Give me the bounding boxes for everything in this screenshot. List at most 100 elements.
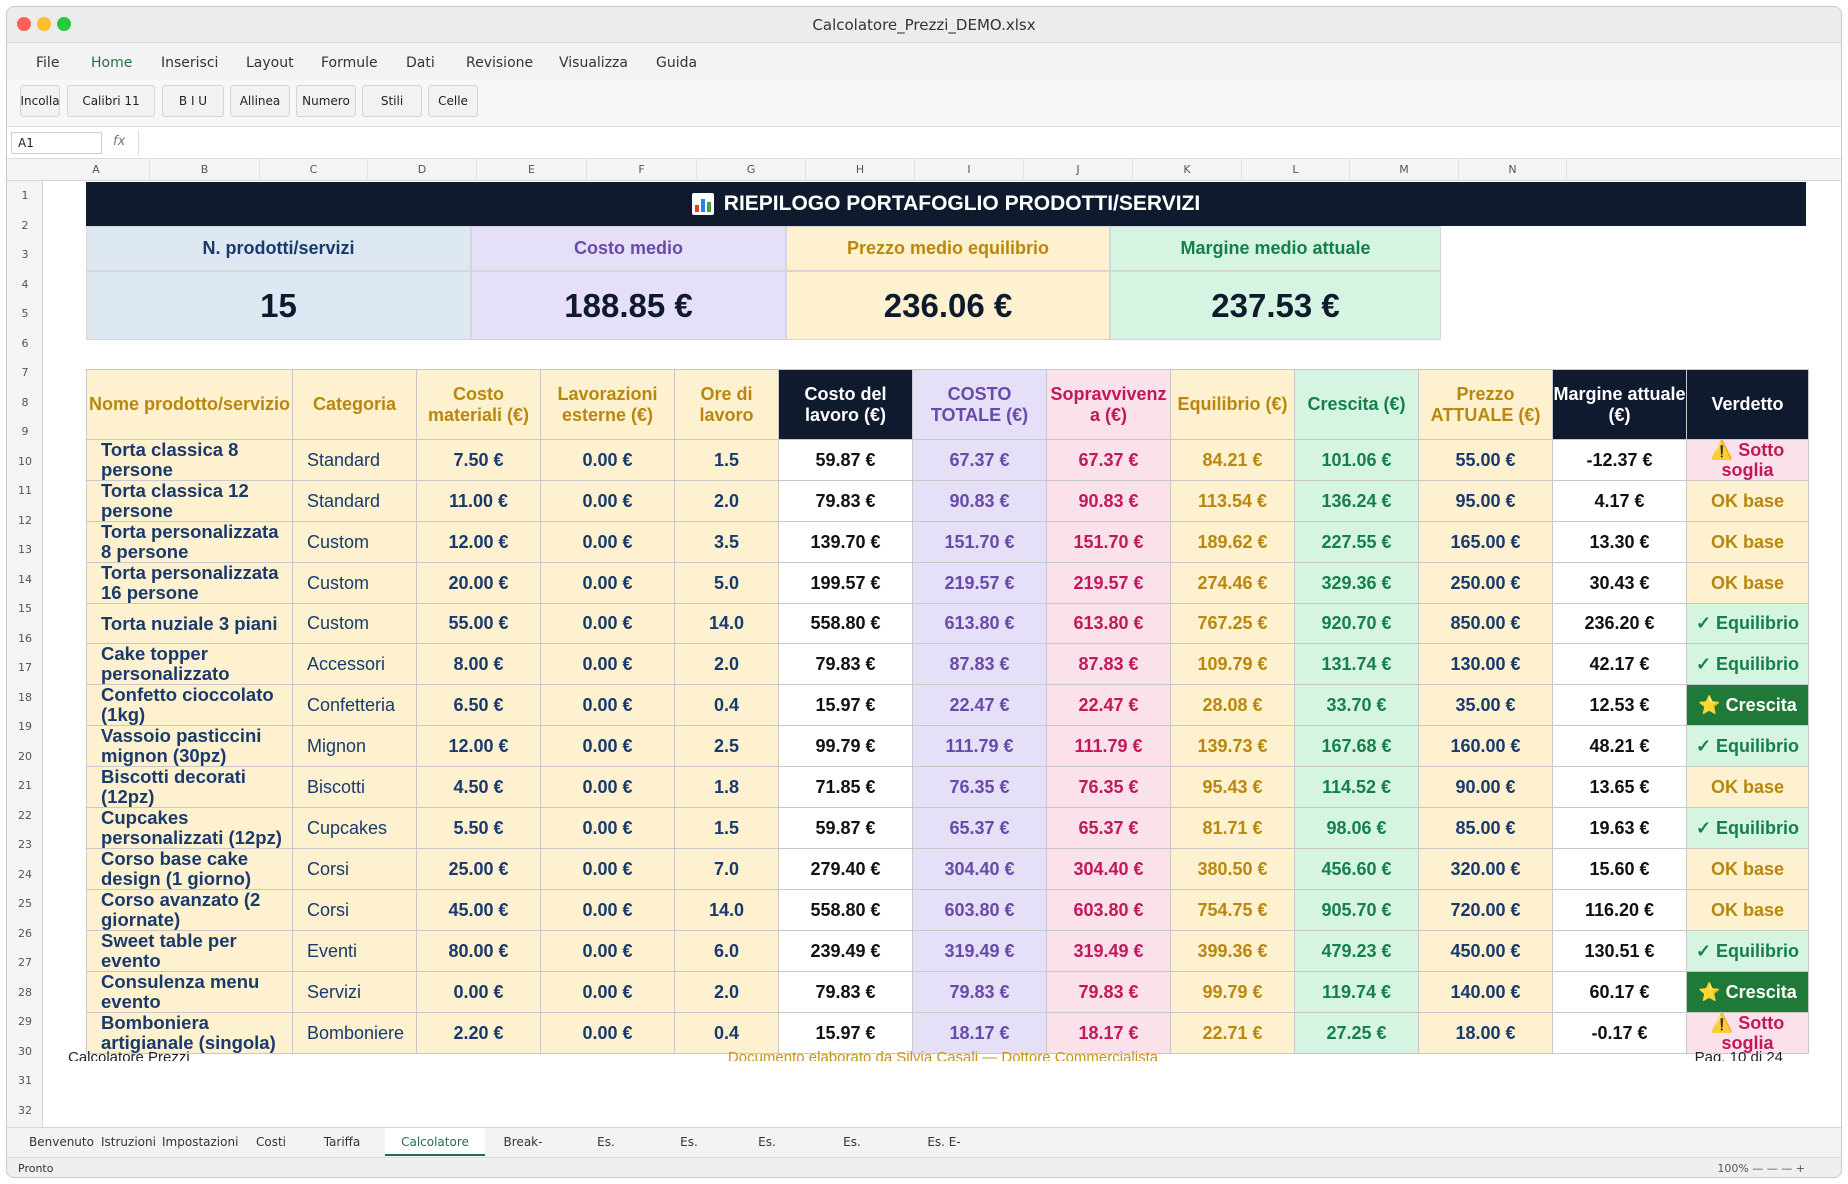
column-header-i[interactable]: I [915, 159, 1024, 181]
total-cost-cell[interactable]: 90.83 € [912, 480, 1047, 522]
current-price-cell[interactable]: 55.00 € [1418, 439, 1553, 481]
column-header-g[interactable]: G [697, 159, 806, 181]
current-price-cell[interactable]: 250.00 € [1418, 562, 1553, 604]
current-price-cell[interactable]: 130.00 € [1418, 643, 1553, 686]
category-cell[interactable]: Standard [292, 439, 417, 481]
font-selector[interactable]: Calibri 11 [67, 85, 155, 117]
product-name-cell[interactable]: Bomboniera artigianale (singola) [86, 1012, 293, 1055]
row-header-30[interactable]: 30 [18, 1044, 32, 1058]
growth-price-cell[interactable]: 119.74 € [1294, 971, 1419, 1014]
row-header-14[interactable]: 14 [18, 572, 32, 586]
ribbon-tab-formule[interactable]: Formule [321, 55, 378, 71]
labor-cost-cell[interactable]: 79.83 € [778, 643, 913, 686]
total-cost-cell[interactable]: 67.37 € [912, 439, 1047, 481]
current-margin-cell[interactable]: 13.65 € [1552, 766, 1687, 809]
category-cell[interactable]: Cupcakes [292, 807, 417, 850]
category-cell[interactable]: Eventi [292, 930, 417, 973]
equilibrium-price-cell[interactable]: 754.75 € [1170, 889, 1295, 932]
growth-price-cell[interactable]: 905.70 € [1294, 889, 1419, 932]
material-cost-cell[interactable]: 8.00 € [416, 643, 541, 686]
total-cost-cell[interactable]: 151.70 € [912, 521, 1047, 563]
category-cell[interactable]: Mignon [292, 725, 417, 768]
row-header-32[interactable]: 32 [18, 1103, 32, 1117]
current-margin-cell[interactable]: 19.63 € [1552, 807, 1687, 850]
equilibrium-price-cell[interactable]: 109.79 € [1170, 643, 1295, 686]
labor-cost-cell[interactable]: 139.70 € [778, 521, 913, 563]
growth-price-cell[interactable]: 167.68 € [1294, 725, 1419, 768]
equilibrium-price-cell[interactable]: 28.08 € [1170, 684, 1295, 727]
product-name-cell[interactable]: Cupcakes personalizzati (12pz) [86, 807, 293, 850]
external-work-cell[interactable]: 0.00 € [540, 602, 675, 645]
material-cost-cell[interactable]: 80.00 € [416, 930, 541, 973]
category-cell[interactable]: Biscotti [292, 766, 417, 809]
category-cell[interactable]: Standard [292, 480, 417, 522]
survival-price-cell[interactable]: 111.79 € [1046, 725, 1171, 768]
labor-cost-cell[interactable]: 15.97 € [778, 684, 913, 727]
product-name-cell[interactable]: Torta classica 8 persone [86, 439, 293, 481]
header-equilibrium-price[interactable]: Equilibrio (€) [1170, 369, 1295, 440]
header-survival-price[interactable]: Sopravvivenza (€) [1046, 369, 1171, 440]
growth-price-cell[interactable]: 920.70 € [1294, 602, 1419, 645]
header-growth-price[interactable]: Crescita (€) [1294, 369, 1419, 440]
work-hours-cell[interactable]: 14.0 [674, 602, 779, 645]
current-price-cell[interactable]: 95.00 € [1418, 480, 1553, 522]
material-cost-cell[interactable]: 7.50 € [416, 439, 541, 481]
product-name-cell[interactable]: Torta classica 12 persone [86, 480, 293, 522]
header-current-price[interactable]: Prezzo ATTUALE (€) [1418, 369, 1553, 440]
growth-price-cell[interactable]: 227.55 € [1294, 521, 1419, 563]
labor-cost-cell[interactable]: 199.57 € [778, 562, 913, 604]
product-name-cell[interactable]: Vassoio pasticcini mignon (30pz) [86, 725, 293, 768]
product-name-cell[interactable]: Biscotti decorati (12pz) [86, 766, 293, 809]
survival-price-cell[interactable]: 603.80 € [1046, 889, 1171, 932]
row-header-24[interactable]: 24 [18, 867, 32, 881]
verdict-cell[interactable]: OK base [1686, 562, 1809, 604]
row-header-26[interactable]: 26 [18, 926, 32, 940]
row-header-3[interactable]: 3 [21, 248, 29, 261]
equilibrium-price-cell[interactable]: 274.46 € [1170, 562, 1295, 604]
equilibrium-price-cell[interactable]: 399.36 € [1170, 930, 1295, 973]
equilibrium-price-cell[interactable]: 22.71 € [1170, 1012, 1295, 1055]
growth-price-cell[interactable]: 27.25 € [1294, 1012, 1419, 1055]
verdict-cell[interactable]: ✓ Equilibrio [1686, 643, 1809, 686]
labor-cost-cell[interactable]: 558.80 € [778, 602, 913, 645]
labor-cost-cell[interactable]: 79.83 € [778, 971, 913, 1014]
survival-price-cell[interactable]: 319.49 € [1046, 930, 1171, 973]
row-header-16[interactable]: 16 [18, 631, 32, 645]
column-header-e[interactable]: E [477, 159, 587, 181]
row-header-12[interactable]: 12 [18, 513, 32, 527]
sheet-tab-es-artigiano[interactable]: Es. Artigiano [740, 1135, 794, 1177]
sheet-tab-impostazioni[interactable]: Impostazioni [162, 1135, 239, 1149]
growth-price-cell[interactable]: 456.60 € [1294, 848, 1419, 891]
ribbon-tab-inserisci[interactable]: Inserisci [161, 55, 219, 71]
verdict-cell[interactable]: ⭐ Crescita [1686, 684, 1809, 727]
row-header-8[interactable]: 8 [21, 395, 29, 409]
header-verdict[interactable]: Verdetto [1686, 369, 1809, 440]
labor-cost-cell[interactable]: 558.80 € [778, 889, 913, 932]
current-price-cell[interactable]: 160.00 € [1418, 725, 1553, 768]
external-work-cell[interactable]: 0.00 € [540, 971, 675, 1014]
current-price-cell[interactable]: 140.00 € [1418, 971, 1553, 1014]
row-header-7[interactable]: 7 [21, 366, 29, 379]
survival-price-cell[interactable]: 151.70 € [1046, 521, 1171, 563]
work-hours-cell[interactable]: 1.8 [674, 766, 779, 809]
material-cost-cell[interactable]: 6.50 € [416, 684, 541, 727]
close-window-button[interactable] [17, 17, 31, 31]
work-hours-cell[interactable]: 1.5 [674, 439, 779, 481]
total-cost-cell[interactable]: 87.83 € [912, 643, 1047, 686]
ribbon-tab-dati[interactable]: Dati [406, 55, 435, 71]
row-header-4[interactable]: 4 [21, 277, 29, 291]
labor-cost-cell[interactable]: 15.97 € [778, 1012, 913, 1055]
row-header-1[interactable]: 1 [21, 189, 29, 202]
row-header-15[interactable]: 15 [18, 602, 32, 615]
equilibrium-price-cell[interactable]: 767.25 € [1170, 602, 1295, 645]
growth-price-cell[interactable]: 136.24 € [1294, 480, 1419, 522]
external-work-cell[interactable]: 0.00 € [540, 439, 675, 481]
current-price-cell[interactable]: 320.00 € [1418, 848, 1553, 891]
current-margin-cell[interactable]: 15.60 € [1552, 848, 1687, 891]
labor-cost-cell[interactable]: 239.49 € [778, 930, 913, 973]
equilibrium-price-cell[interactable]: 84.21 € [1170, 439, 1295, 481]
growth-price-cell[interactable]: 101.06 € [1294, 439, 1419, 481]
total-cost-cell[interactable]: 18.17 € [912, 1012, 1047, 1055]
current-margin-cell[interactable]: 130.51 € [1552, 930, 1687, 973]
work-hours-cell[interactable]: 0.4 [674, 1012, 779, 1055]
